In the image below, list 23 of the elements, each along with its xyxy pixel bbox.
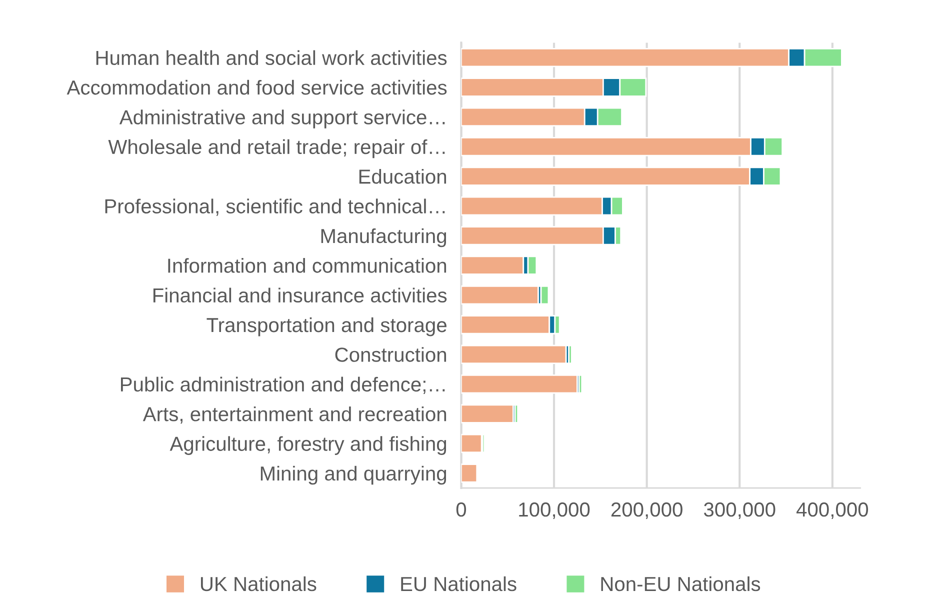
x-tick-label: 300,000 bbox=[704, 502, 776, 520]
y-tick-label: Construction bbox=[335, 347, 446, 362]
y-tick-label: Public administration and defence;… bbox=[120, 376, 445, 394]
y-tick-label: Wholesale and retail trade; repair of… bbox=[108, 139, 445, 158]
y-tick-label: Mining and quarrying bbox=[260, 466, 446, 485]
legend-label: Non-EU Nationals bbox=[601, 576, 760, 592]
y-tick-label: Human health and social work activities bbox=[96, 50, 447, 66]
y-tick-label: Information and communication bbox=[168, 258, 446, 273]
y-tick-label: Manufacturing bbox=[321, 228, 446, 248]
x-tick-label: 0 bbox=[456, 502, 466, 517]
y-tick-label: Transportation and storage bbox=[206, 317, 446, 336]
x-tick-label: 100,000 bbox=[519, 502, 590, 520]
y-tick-label: Financial and insurance activities bbox=[153, 288, 447, 303]
x-tick-label: 200,000 bbox=[611, 502, 682, 520]
y-tick-label: Education bbox=[359, 168, 446, 184]
y-tick-label: Arts, entertainment and recreation bbox=[142, 406, 446, 424]
y-tick-label: Administrative and support service… bbox=[119, 110, 445, 128]
y-tick-label: Agriculture, forestry and fishing bbox=[170, 436, 446, 455]
legend-label: EU Nationals bbox=[401, 576, 516, 592]
y-tick-label: Accommodation and food service activities bbox=[66, 80, 447, 95]
x-tick-label: 400,000 bbox=[796, 502, 868, 520]
legend-label: UK Nationals bbox=[200, 576, 316, 592]
y-tick-label: Professional, scientific and technical… bbox=[105, 198, 445, 216]
